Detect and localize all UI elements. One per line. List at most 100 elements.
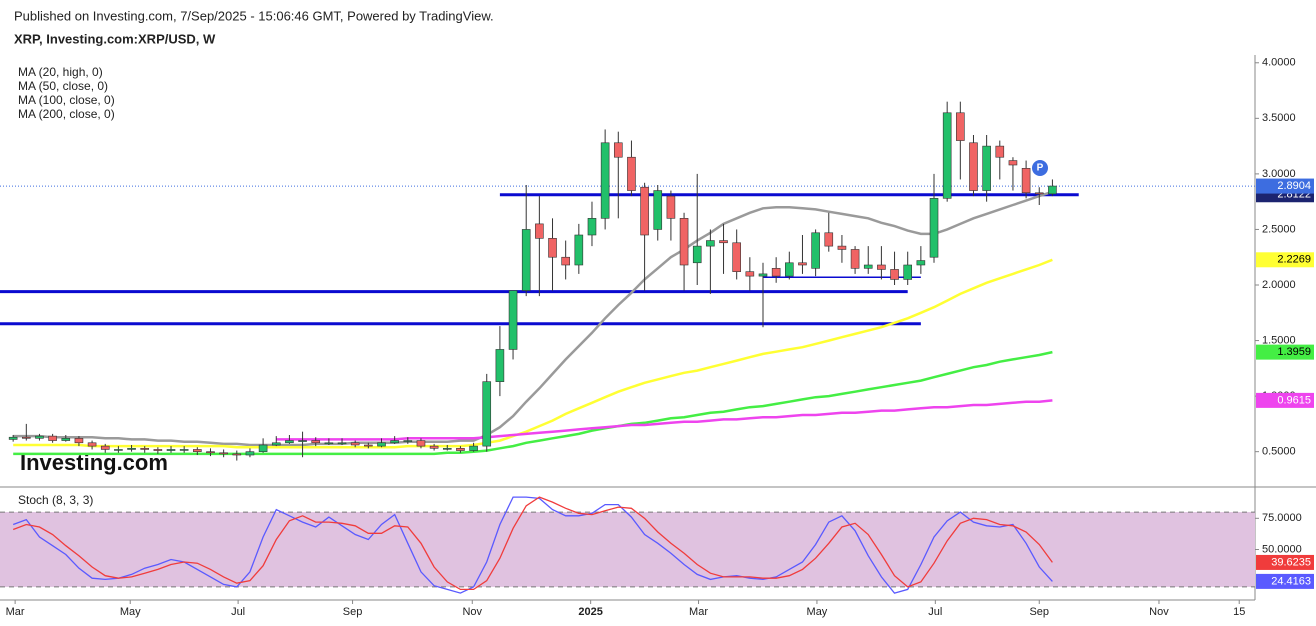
y-tick-label: 1.5000 [1262, 334, 1296, 346]
x-tick-label: Nov [462, 606, 482, 618]
candle-body [153, 449, 163, 451]
candle-body [679, 218, 689, 266]
candle-body [574, 234, 584, 266]
moving-average [276, 399, 1053, 441]
candle-body [311, 440, 321, 444]
candle-body [798, 262, 807, 266]
candle-body [719, 240, 728, 244]
candle-body [390, 440, 399, 444]
candle-body [166, 449, 176, 451]
candle-body [74, 438, 84, 444]
candle-body [1048, 185, 1057, 195]
candle-body [35, 435, 44, 439]
y-tick-label: 3.5000 [1262, 112, 1296, 124]
price-badge-label: 2.2269 [1277, 254, 1311, 266]
x-tick-label: 15 [1233, 606, 1245, 618]
candle-body [692, 245, 702, 264]
candle-body [890, 269, 899, 280]
stoch-band [0, 512, 1255, 587]
candle-body [942, 112, 952, 199]
candle-body [561, 256, 570, 266]
candle-body [863, 264, 873, 269]
candle-body [100, 445, 110, 450]
candle-body [640, 186, 649, 236]
candle-body [758, 273, 768, 277]
candle-body [232, 453, 242, 456]
candle-body [771, 268, 781, 277]
legend-entry: MA (200, close, 0) [18, 107, 115, 121]
candle-body [666, 195, 676, 219]
candle-body [337, 442, 347, 445]
moving-average [13, 258, 1053, 449]
candle-body [179, 449, 189, 451]
candle-body [469, 445, 478, 451]
y-tick-label: 0.5000 [1262, 446, 1296, 458]
candle-body [140, 448, 150, 450]
candle-body [364, 444, 373, 447]
x-tick-label: Mar [6, 606, 25, 618]
candle-body [877, 264, 886, 270]
candle-body [969, 142, 978, 191]
y-tick-label: 4.0000 [1262, 57, 1296, 69]
candle-body [48, 435, 57, 441]
candle-body [982, 145, 991, 191]
x-tick-label: Nov [1149, 606, 1169, 618]
candle-body [929, 198, 939, 258]
x-tick-label: Jul [928, 606, 942, 618]
candle-body [429, 445, 439, 449]
candle-body [403, 440, 413, 442]
price-badge-label: 39.6235 [1271, 556, 1311, 568]
candle-body [811, 232, 820, 269]
y-tick-label: 2.0000 [1262, 279, 1296, 291]
candle-body [350, 442, 360, 446]
published-note: Published on Investing.com, 7/Sep/2025 -… [14, 8, 494, 23]
stoch-line [12, 496, 1053, 591]
chart-title: XRP, Investing.com:XRP/USD, W [14, 31, 216, 46]
candle-body [219, 452, 228, 455]
candle-body [785, 262, 794, 277]
candle-body [850, 249, 860, 269]
candle-body [456, 448, 465, 451]
candle-body [495, 349, 505, 382]
candle-body [377, 442, 386, 447]
candle-body [995, 145, 1005, 158]
price-badge [1256, 252, 1314, 268]
x-tick-label: 2025 [578, 606, 602, 618]
candle-body [193, 449, 202, 452]
candle-body [903, 264, 913, 280]
candle-body [442, 448, 452, 450]
candle-body [521, 229, 531, 291]
stoch-line [12, 496, 1053, 594]
price-badge-label: 2.8904 [1277, 180, 1311, 192]
candle-body [245, 451, 255, 456]
candle-body [1008, 160, 1018, 166]
price-badge [1256, 554, 1314, 570]
candle-body [87, 442, 97, 447]
candle-body [535, 223, 544, 239]
candle-body [627, 156, 636, 191]
candle-body [745, 271, 755, 277]
candle-body [837, 245, 847, 250]
candle-body [61, 438, 71, 441]
x-tick-label: Sep [343, 606, 363, 618]
publish-badge-label: P [1037, 163, 1044, 174]
y-tick-label: 50.0000 [1262, 543, 1302, 555]
moving-average [13, 350, 1053, 456]
candle-body [298, 440, 307, 442]
candle-body [285, 440, 294, 444]
candle-body [114, 449, 123, 451]
x-tick-label: Jul [231, 606, 245, 618]
candle-body [1021, 168, 1031, 194]
candle-body [482, 381, 492, 447]
candle-body [613, 142, 623, 158]
price-badge-label: 0.9615 [1277, 394, 1311, 406]
candle-body [508, 290, 518, 350]
price-badge-label: 24.4163 [1271, 575, 1311, 587]
price-badge-label: 1.3959 [1277, 346, 1311, 358]
x-tick-label: Mar [689, 606, 708, 618]
moving-average [13, 190, 1053, 447]
price-badge [1256, 178, 1314, 194]
y-tick-label: 75.0000 [1262, 512, 1302, 524]
candle-body [206, 451, 215, 454]
